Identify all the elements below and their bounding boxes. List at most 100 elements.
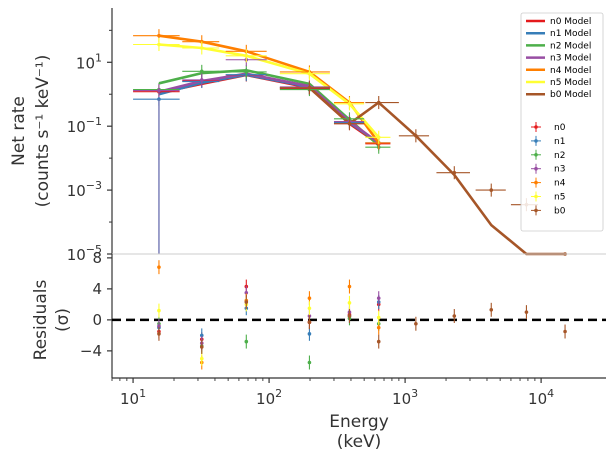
bottom-panel: 840−4 101 102 103 104 Residuals (σ) Energy …	[31, 249, 606, 452]
residual-point-n5-4	[347, 301, 352, 305]
residual-point-b0-3	[307, 320, 312, 325]
residual-point-b0-9	[524, 310, 529, 314]
x-tick-label-3: 104	[528, 387, 554, 408]
legend-data-marker-4	[534, 180, 538, 185]
residual-point-b0-2	[244, 300, 249, 304]
data-points	[133, 29, 580, 256]
residual-point-n5-5	[376, 315, 381, 320]
legend-box	[520, 12, 604, 232]
bottom-y-ticks: 8 4 0 −4	[80, 249, 112, 360]
data-point-n3-0	[157, 88, 161, 93]
residual-point-b0-5	[376, 339, 381, 344]
legend-model-label-1: n1 Model	[550, 29, 591, 39]
top-y-axis-title-line2: (counts s⁻¹ keV⁻¹)	[33, 55, 53, 208]
legend-model-label-4: n4 Model	[550, 66, 591, 76]
top-y-tick-label-3: 10−5	[67, 243, 102, 264]
x-axis-title-line2: (keV)	[337, 432, 382, 452]
residual-point-n5-1	[199, 356, 204, 361]
legend-data-label-6: b0	[554, 206, 566, 216]
legend-data-marker-2	[534, 153, 538, 157]
x-tick-label-1: 102	[256, 387, 282, 408]
legend-data-label-0: n0	[554, 123, 566, 133]
x-axis-title-line1: Energy	[329, 412, 389, 432]
bottom-y-tick-label-0: 8	[92, 249, 102, 267]
residual-point-b0-1	[199, 345, 204, 349]
data-point-b0-1	[347, 121, 352, 126]
residual-point-b0-7	[452, 314, 457, 318]
bottom-y-tick-label-2: 0	[92, 311, 102, 329]
legend-model-label-6: b0 Model	[550, 90, 591, 100]
data-point-n3-1	[199, 78, 204, 82]
data-point-n5-1	[199, 46, 204, 50]
residual-point-n1-1	[199, 333, 204, 338]
top-y-tick-label-2: 10−3	[67, 179, 102, 200]
legend-data-label-3: n3	[554, 165, 565, 175]
top-y-tick-label-1: 10−1	[67, 115, 102, 136]
data-point-n5-3	[307, 71, 312, 76]
x-tick-label-2: 103	[392, 387, 418, 408]
bottom-y-tick-label-3: −4	[80, 342, 102, 360]
residual-point-b0-4	[347, 314, 352, 318]
data-point-n2-1	[199, 69, 204, 74]
x-tick-label-0: 101	[120, 387, 146, 408]
data-point-n5-5	[376, 135, 381, 140]
legend-items: n0 Model n1 Model n2 Model n3 Model n4 Model…	[526, 17, 591, 216]
legend-data-label-4: n4	[554, 179, 566, 189]
legend-model-label-2: n2 Model	[550, 41, 591, 51]
residual-point-n5-3	[307, 306, 312, 311]
residual-point-b0-8	[489, 308, 494, 312]
residual-point-n2-2	[244, 339, 249, 344]
residual-point-n4-3	[307, 296, 312, 300]
bottom-y-axis-title-line2: (σ)	[53, 308, 73, 332]
legend-data-marker-5	[534, 194, 538, 199]
top-y-tick-label-0: 101	[76, 51, 102, 72]
legend-data-marker-1	[534, 139, 538, 143]
model-line-n3	[158, 72, 380, 144]
model-line-n4	[158, 34, 380, 144]
data-point-b0-2	[376, 100, 381, 105]
residual-point-n5-0	[157, 308, 161, 313]
residual-points	[157, 260, 567, 370]
data-point-b0-3	[414, 134, 418, 138]
bottom-y-tick-label-1: 4	[92, 280, 102, 298]
residual-point-n3-5	[376, 296, 381, 300]
data-point-b0-5	[489, 188, 494, 192]
legend-data-marker-6	[534, 208, 538, 213]
legend-data-marker-0	[534, 125, 538, 129]
data-point-n4-0	[157, 33, 161, 38]
residual-point-b0-0	[157, 332, 161, 336]
top-y-ticks: 101 10−1 10−3 10−5	[67, 29, 112, 264]
legend: n0 Model n1 Model n2 Model n3 Model n4 Model…	[520, 12, 604, 232]
top-panel: 101 10−1 10−3 10−5 Net rate (counts s⁻¹ keV…	[9, 8, 580, 264]
legend-data-label-5: n5	[554, 193, 565, 203]
model-line-n5	[158, 43, 380, 139]
legend-model-label-0: n0 Model	[550, 17, 591, 27]
residual-point-n4-5	[376, 325, 381, 330]
data-point-n5-2	[244, 53, 249, 58]
legend-model-label-3: n3 Model	[550, 54, 591, 64]
residual-point-n2-3	[307, 360, 312, 365]
residual-point-n1-3	[307, 332, 312, 336]
data-point-b0-4	[452, 170, 457, 175]
residual-point-n3-2	[244, 290, 249, 295]
top-y-axis-title-line1: Net rate	[9, 96, 29, 166]
legend-data-label-1: n1	[554, 137, 565, 147]
residual-point-b0-6	[414, 321, 418, 326]
residual-point-b0-10	[563, 329, 567, 334]
x-ticks: 101 102 103 104	[111, 378, 554, 408]
bottom-y-axis-title-line1: Residuals	[31, 280, 51, 361]
residual-point-n4-0	[157, 265, 161, 269]
legend-data-label-2: n2	[554, 151, 565, 161]
legend-model-label-5: n5 Model	[550, 78, 591, 88]
data-point-n5-0	[157, 42, 161, 47]
residual-point-n4-4	[347, 284, 352, 289]
model-curves	[158, 34, 566, 256]
data-point-n5-4	[347, 102, 352, 106]
model-line-b0	[308, 86, 566, 256]
model-line-n1	[158, 73, 380, 144]
legend-data-marker-3	[534, 166, 538, 171]
residual-point-n3-0	[157, 324, 161, 328]
data-point-b0-0	[307, 85, 312, 90]
data-point-n2-2	[244, 70, 249, 74]
